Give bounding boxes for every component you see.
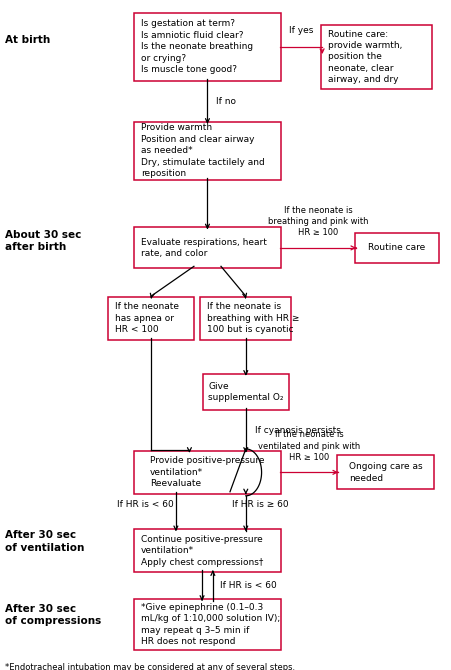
FancyBboxPatch shape: [134, 529, 281, 572]
FancyBboxPatch shape: [108, 297, 194, 340]
Text: If HR is ≥ 60: If HR is ≥ 60: [232, 500, 289, 509]
Text: Continue positive-pressure
ventilation*
Apply chest compressions†: Continue positive-pressure ventilation* …: [141, 535, 263, 567]
FancyBboxPatch shape: [203, 374, 289, 410]
Text: If yes: If yes: [289, 26, 313, 35]
Text: If the neonate
has apnea or
HR < 100: If the neonate has apnea or HR < 100: [115, 302, 179, 334]
FancyBboxPatch shape: [337, 456, 434, 489]
Text: Ongoing care as
needed: Ongoing care as needed: [349, 462, 423, 482]
Text: After 30 sec
of compressions: After 30 sec of compressions: [5, 604, 101, 626]
Text: *Endotracheal intubation may be considered at any of several steps.
†Reassess he: *Endotracheal intubation may be consider…: [5, 663, 400, 670]
Text: Provide positive-pressure
ventilation*
Reevaluate: Provide positive-pressure ventilation* R…: [150, 456, 265, 488]
Text: If cyanosis persists: If cyanosis persists: [255, 426, 341, 435]
FancyBboxPatch shape: [134, 451, 281, 494]
Text: If no: If no: [216, 97, 236, 106]
Text: Routine care:
provide warmth,
position the
neonate, clear
airway, and dry: Routine care: provide warmth, position t…: [328, 29, 402, 84]
Text: At birth: At birth: [5, 36, 50, 45]
Text: After 30 sec
of ventilation: After 30 sec of ventilation: [5, 530, 84, 553]
FancyBboxPatch shape: [321, 25, 432, 89]
Text: Routine care: Routine care: [368, 243, 425, 253]
FancyBboxPatch shape: [134, 599, 281, 650]
Text: If HR is < 60: If HR is < 60: [117, 500, 174, 509]
Text: If the neonate is
breathing and pink with
HR ≥ 100: If the neonate is breathing and pink wit…: [268, 206, 368, 237]
FancyBboxPatch shape: [200, 297, 291, 340]
Text: If the neonate is
ventilated and pink with
HR ≥ 100: If the neonate is ventilated and pink wi…: [258, 430, 360, 462]
FancyBboxPatch shape: [355, 233, 439, 263]
Text: About 30 sec
after birth: About 30 sec after birth: [5, 230, 81, 253]
FancyBboxPatch shape: [134, 13, 281, 81]
FancyBboxPatch shape: [134, 122, 281, 180]
Text: If the neonate is
breathing with HR ≥
100 but is cyanotic: If the neonate is breathing with HR ≥ 10…: [207, 302, 299, 334]
Text: Evaluate respirations, heart
rate, and color: Evaluate respirations, heart rate, and c…: [141, 238, 267, 258]
Text: Give
supplemental O₂: Give supplemental O₂: [208, 382, 284, 402]
Text: If HR is < 60: If HR is < 60: [220, 581, 276, 590]
Text: Provide warmth
Position and clear airway
as needed*
Dry, stimulate tactilely and: Provide warmth Position and clear airway…: [141, 123, 264, 178]
FancyBboxPatch shape: [134, 227, 281, 268]
Text: *Give epinephrine (0.1–0.3
mL/kg of 1:10,000 solution IV);
may repeat q 3–5 min : *Give epinephrine (0.1–0.3 mL/kg of 1:10…: [141, 603, 280, 646]
Text: Is gestation at term?
Is amniotic fluid clear?
Is the neonate breathing
or cryin: Is gestation at term? Is amniotic fluid …: [141, 19, 253, 74]
